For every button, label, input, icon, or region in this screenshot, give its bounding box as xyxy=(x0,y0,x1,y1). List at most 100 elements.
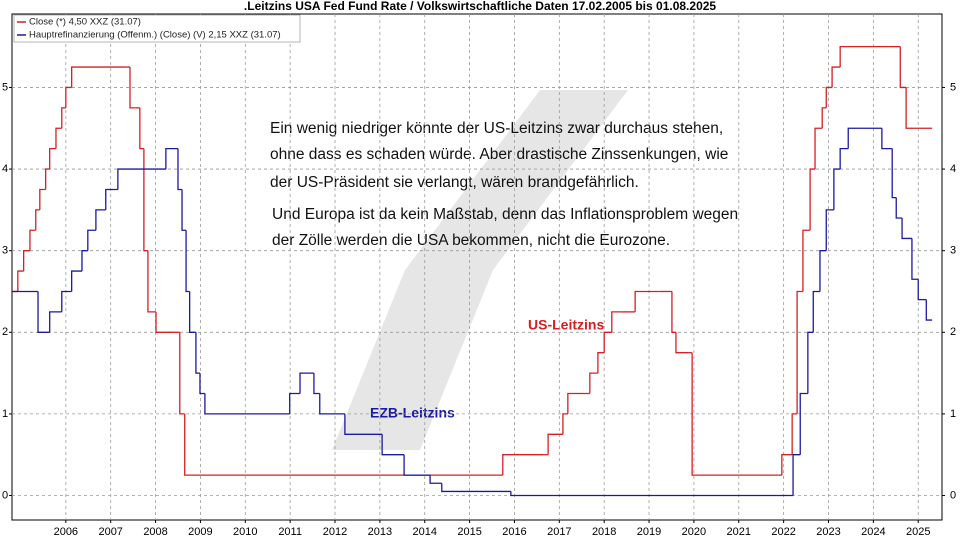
line-segment xyxy=(671,291,676,333)
line-segment xyxy=(831,66,841,88)
line-segment xyxy=(319,393,345,415)
line-segment xyxy=(179,332,185,415)
line-segment xyxy=(847,127,882,149)
line-segment xyxy=(61,290,72,312)
y-tick-label: 3 xyxy=(2,245,8,257)
watermark xyxy=(332,90,628,450)
y-tick-label: 4 xyxy=(2,163,8,175)
line-segment xyxy=(825,209,834,251)
line-segment xyxy=(165,148,178,170)
line-segment xyxy=(129,67,136,109)
line-segment xyxy=(117,168,166,190)
x-tick-label: 2024 xyxy=(861,526,885,538)
line-segment xyxy=(812,290,820,333)
line-segment xyxy=(562,413,568,435)
annotation: Und Europa ist da kein Maßstab, denn das… xyxy=(272,206,738,223)
x-tick-label: 2018 xyxy=(592,526,616,538)
line-segment xyxy=(799,392,808,455)
line-segment xyxy=(833,168,841,210)
line-segment xyxy=(881,128,893,150)
line-segment xyxy=(147,250,157,313)
y-tick-label: 1 xyxy=(950,408,956,420)
line-segment xyxy=(917,279,927,301)
line-segment xyxy=(589,372,598,394)
legend-label: Close (*) 4,50 XXZ (31.07) xyxy=(29,17,141,28)
y-tick-label: 0 xyxy=(2,489,8,501)
line-segment xyxy=(299,372,314,394)
line-segment xyxy=(809,168,816,231)
line-segment xyxy=(17,270,24,292)
line-segment xyxy=(611,311,620,333)
x-tick-label: 2006 xyxy=(54,526,78,538)
line-segment xyxy=(155,311,175,333)
x-tick-label: 2023 xyxy=(816,526,840,538)
x-tick-label: 2021 xyxy=(727,526,751,538)
y-tick-label: 2 xyxy=(2,326,8,338)
line-segment xyxy=(204,393,290,415)
line-segment xyxy=(791,413,798,455)
x-tick-label: 2019 xyxy=(637,526,661,538)
line-segment xyxy=(905,87,933,129)
series xyxy=(12,45,933,476)
x-tick-label: 2010 xyxy=(233,526,257,538)
line-segment xyxy=(81,250,88,272)
series-label: EZB-Leitzins xyxy=(370,405,455,421)
line-segment xyxy=(29,229,36,251)
line-segment xyxy=(189,291,196,333)
line-segment xyxy=(675,332,689,354)
line-segment xyxy=(55,127,62,149)
line-segment xyxy=(802,229,811,292)
line-segment xyxy=(87,229,96,251)
line-segment xyxy=(49,148,56,170)
line-segment xyxy=(796,290,803,414)
line-segment xyxy=(510,491,794,497)
annotation: der Zölle werden die USA bekommen, nicht… xyxy=(272,232,670,249)
line-segment xyxy=(603,331,612,353)
x-tick-label: 2017 xyxy=(547,526,571,538)
line-segment xyxy=(105,188,118,210)
line-segment xyxy=(547,433,563,455)
y-tick-label: 5 xyxy=(2,81,8,93)
line-segment xyxy=(634,290,660,312)
annotation: ohne dass es schaden würde. Aber drastis… xyxy=(270,146,728,163)
line-segment xyxy=(825,86,833,108)
x-tick-label: 2011 xyxy=(278,526,302,538)
line-segment xyxy=(807,331,814,394)
x-tick-label: 2020 xyxy=(682,526,706,538)
line-segment xyxy=(35,209,40,231)
line-segment xyxy=(429,475,442,484)
line-segment xyxy=(502,454,544,476)
x-tick-label: 2014 xyxy=(412,526,436,538)
line-segment xyxy=(139,107,144,150)
line-segment xyxy=(199,373,205,395)
line-segment xyxy=(891,148,897,199)
y-tick-label: 5 xyxy=(950,81,956,93)
x-tick-label: 2009 xyxy=(188,526,212,538)
y-tick-label: 0 xyxy=(950,489,956,501)
line-segment xyxy=(71,270,82,292)
line-segment xyxy=(819,250,827,292)
legend-box xyxy=(13,14,301,43)
line-segment xyxy=(181,189,187,231)
annotation: Ein wenig niedriger könnte der US-Leitzi… xyxy=(270,120,723,137)
line-segment xyxy=(839,148,849,170)
x-tick-label: 2015 xyxy=(457,526,481,538)
line-segment xyxy=(184,413,499,476)
line-segment xyxy=(95,209,106,231)
line-segment xyxy=(39,188,46,210)
y-tick-label: 1 xyxy=(2,408,8,420)
line-segment xyxy=(185,230,190,293)
line-segment xyxy=(911,238,919,280)
series-label: US-Leitzins xyxy=(528,317,604,333)
x-tick-label: 2008 xyxy=(143,526,167,538)
line-segment xyxy=(37,291,50,333)
chart-title: .Leitzins USA Fed Fund Rate / Volkswirts… xyxy=(244,0,717,13)
x-tick-label: 2016 xyxy=(502,526,526,538)
plot-frame xyxy=(11,13,943,521)
line-segment xyxy=(71,66,126,88)
line-segment xyxy=(691,352,779,476)
x-tick-label: 2007 xyxy=(98,526,122,538)
line-segment xyxy=(567,392,585,414)
line-segment xyxy=(403,454,431,476)
